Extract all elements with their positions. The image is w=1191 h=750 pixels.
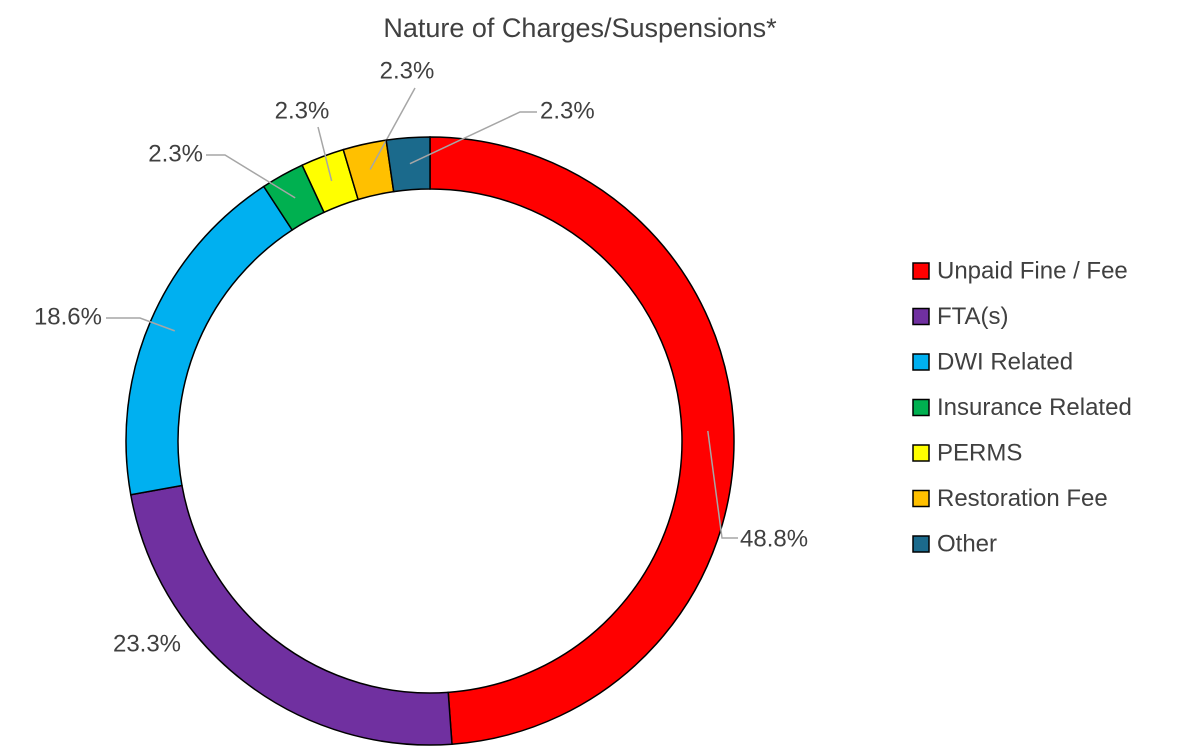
data-label: 2.3% xyxy=(380,57,435,84)
legend-label: FTA(s) xyxy=(937,303,1009,330)
data-label: 2.3% xyxy=(275,97,330,124)
data-label: 18.6% xyxy=(34,303,102,330)
leader-line xyxy=(409,111,537,165)
legend-swatch xyxy=(912,353,930,371)
legend-label: Restoration Fee xyxy=(937,485,1108,512)
legend-swatch xyxy=(912,398,930,417)
legend-label: DWI Related xyxy=(937,348,1073,375)
leader-line xyxy=(707,430,738,539)
legend-swatch xyxy=(912,535,930,553)
data-label: 23.3% xyxy=(113,630,181,657)
leader-line xyxy=(317,126,333,182)
donut-segment xyxy=(429,136,735,746)
leader-line xyxy=(369,87,416,170)
legend-label: Insurance Related xyxy=(937,394,1132,421)
legend-swatch xyxy=(912,489,930,508)
legend-swatch xyxy=(912,262,930,280)
donut-segment xyxy=(129,484,453,746)
legend-label: PERMS xyxy=(937,439,1022,466)
legend-swatch xyxy=(912,444,930,462)
donut-segment xyxy=(125,185,294,496)
legend-label: Other xyxy=(937,530,997,557)
chart-title: Nature of Charges/Suspensions* xyxy=(383,13,777,43)
legend-swatch xyxy=(912,307,930,326)
leader-line xyxy=(206,154,296,199)
data-label: 48.8% xyxy=(740,525,808,552)
donut-segment xyxy=(385,136,431,193)
leader-line xyxy=(106,317,175,332)
data-label: 2.3% xyxy=(540,97,595,124)
data-label: 2.3% xyxy=(148,140,203,167)
legend-label: Unpaid Fine / Fee xyxy=(937,257,1128,284)
